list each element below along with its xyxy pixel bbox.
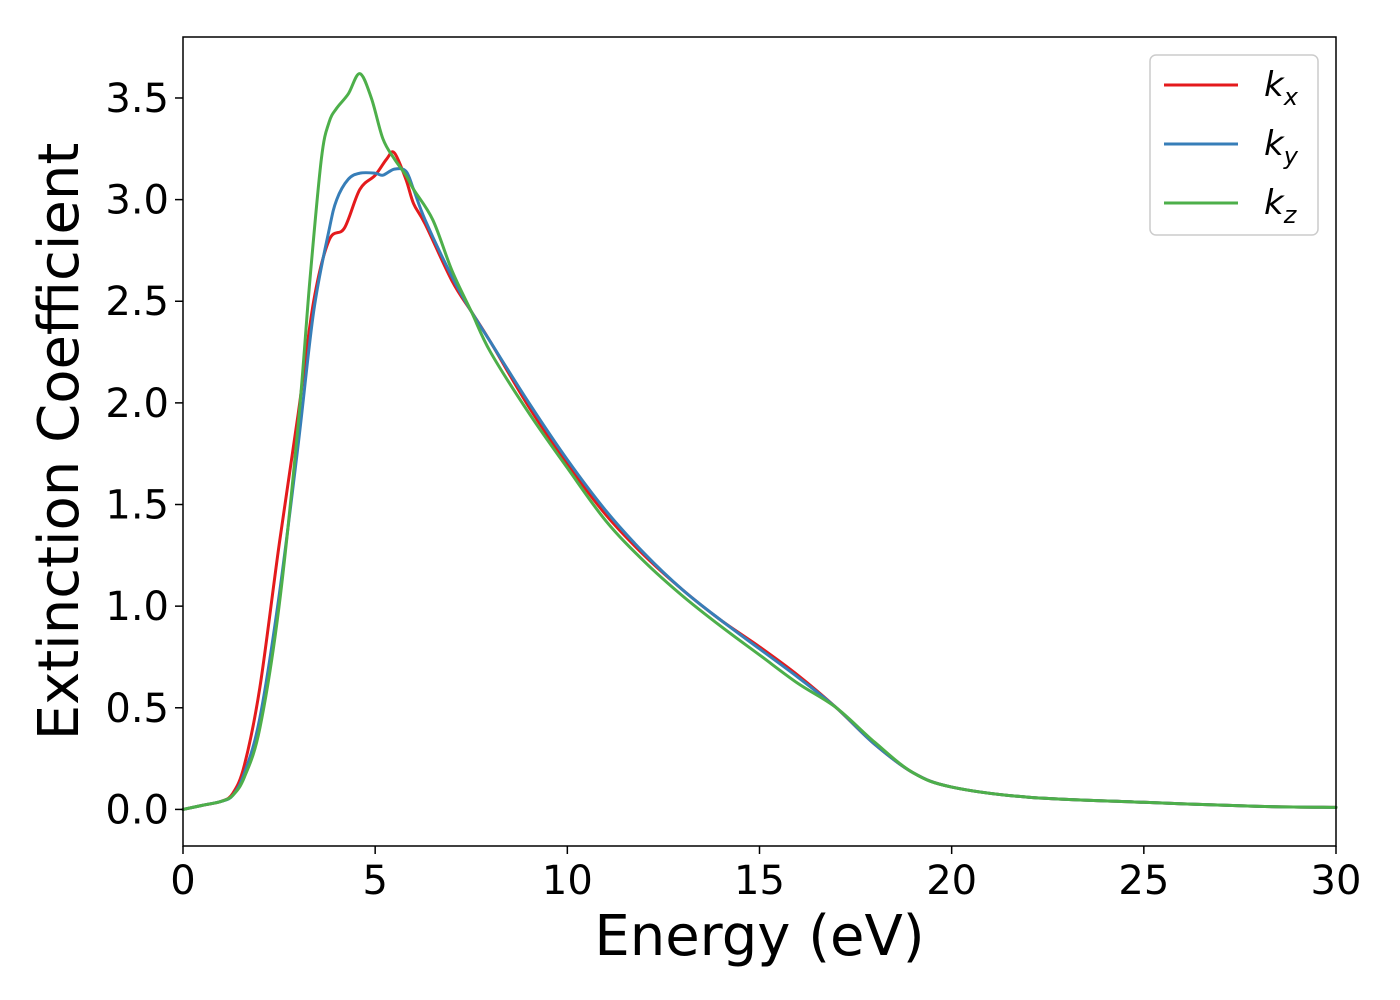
ticks-layer: 0 5 10 15 20 25 30 0.0 0.5 1.0 1.5 2.0 2.5 3.0 3.5 [105, 76, 1361, 904]
y-tick-label: 3.0 [105, 178, 169, 224]
y-axis-label: Extinction Coefficient [27, 143, 92, 741]
series-line-kx-line [181, 150, 1338, 811]
x-tick-label: 20 [926, 858, 977, 904]
x-tick-label: 15 [734, 858, 785, 904]
legend-label: kx [1264, 65, 1299, 111]
y-tick-label: 1.0 [105, 584, 169, 630]
x-tick-label: 0 [170, 858, 195, 904]
y-tick-label: 3.5 [105, 76, 169, 122]
x-tick-label: 30 [1311, 858, 1362, 904]
x-axis-label: Energy (eV) [594, 904, 924, 969]
legend-label: kz [1264, 183, 1298, 229]
series-line-ky-line [181, 167, 1338, 811]
y-tick-label: 1.5 [105, 483, 169, 529]
series-layer [181, 72, 1338, 811]
y-tick-label: 2.5 [105, 279, 169, 325]
y-tick-label: 0.0 [105, 787, 169, 833]
series-line-kz-line [181, 72, 1338, 811]
y-tick-label: 2.0 [105, 381, 169, 427]
legend-label: ky [1264, 124, 1299, 170]
x-tick-label: 10 [542, 858, 593, 904]
x-tick-label: 25 [1118, 858, 1169, 904]
legend: kx ky kz [1149, 54, 1319, 236]
y-tick-label: 0.5 [105, 686, 169, 732]
x-tick-label: 5 [362, 858, 387, 904]
